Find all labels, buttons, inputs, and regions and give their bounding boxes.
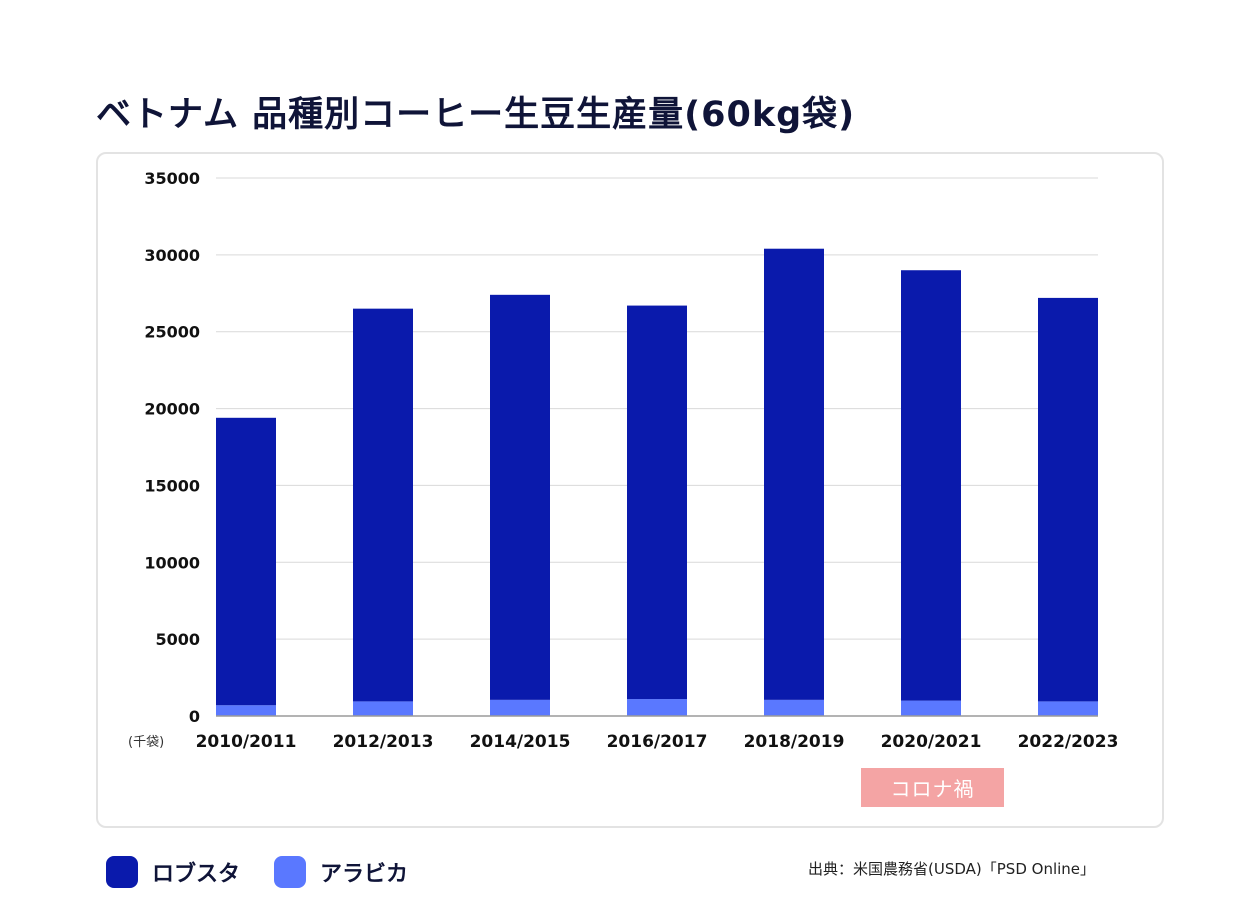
bar-robusta-2012-2013 <box>353 308 413 702</box>
legend-label-robusta: ロブスタ <box>152 862 241 887</box>
y-tick-label-35000: 35000 <box>144 169 200 188</box>
y-axis-unit-label: (千袋) <box>128 735 164 750</box>
legend-item-arabica: アラビカ <box>274 856 408 888</box>
bar-robusta-2020-2021 <box>901 270 961 701</box>
legend-item-robusta: ロブスタ <box>106 856 240 888</box>
bar-arabica-2022-2023 <box>1038 701 1098 716</box>
bar-arabica-2012-2013 <box>353 701 413 716</box>
bar-robusta-2022-2023 <box>1038 297 1098 702</box>
bar-robusta-2016-2017 <box>627 305 687 700</box>
y-tick-label-10000: 10000 <box>144 553 200 572</box>
x-tick-label-2018-2019: 2018/2019 <box>744 732 845 752</box>
bar-robusta-2018-2019 <box>764 248 824 700</box>
bar-arabica-2018-2019 <box>764 699 824 716</box>
legend-swatch-arabica <box>274 856 307 888</box>
legend-swatch-robusta <box>106 856 138 888</box>
bar-arabica-2016-2017 <box>627 699 687 716</box>
bar-robusta-2014-2015 <box>490 294 550 700</box>
y-tick-label-25000: 25000 <box>144 323 200 342</box>
y-tick-label-0: 0 <box>189 707 200 726</box>
bar-arabica-2010-2011 <box>216 705 276 716</box>
y-tick-label-30000: 30000 <box>144 246 200 265</box>
x-tick-label-2012-2013: 2012/2013 <box>333 732 434 752</box>
x-tick-label-2010-2011: 2010/2011 <box>196 732 297 752</box>
chart-title: ベトナム 品種別コーヒー生豆生産量(60kg袋) <box>96 95 856 135</box>
source-note: 出典：米国農務省(USDA)「PSD Online」 <box>808 860 1096 878</box>
x-tick-label-2016-2017: 2016/2017 <box>607 732 708 752</box>
bar-arabica-2014-2015 <box>490 699 550 716</box>
covid-annotation: コロナ禍 <box>861 768 1004 807</box>
legend: ロブスタ アラビカ <box>106 856 442 888</box>
y-tick-label-20000: 20000 <box>144 400 200 419</box>
y-tick-label-15000: 15000 <box>144 476 200 495</box>
bar-arabica-2020-2021 <box>901 700 961 716</box>
bar-robusta-2010-2011 <box>216 417 276 706</box>
y-tick-label-5000: 5000 <box>155 630 200 649</box>
x-tick-label-2020-2021: 2020/2021 <box>881 732 982 752</box>
legend-label-arabica: アラビカ <box>320 862 409 887</box>
x-tick-label-2014-2015: 2014/2015 <box>470 732 571 752</box>
x-tick-label-2022-2023: 2022/2023 <box>1018 732 1119 752</box>
